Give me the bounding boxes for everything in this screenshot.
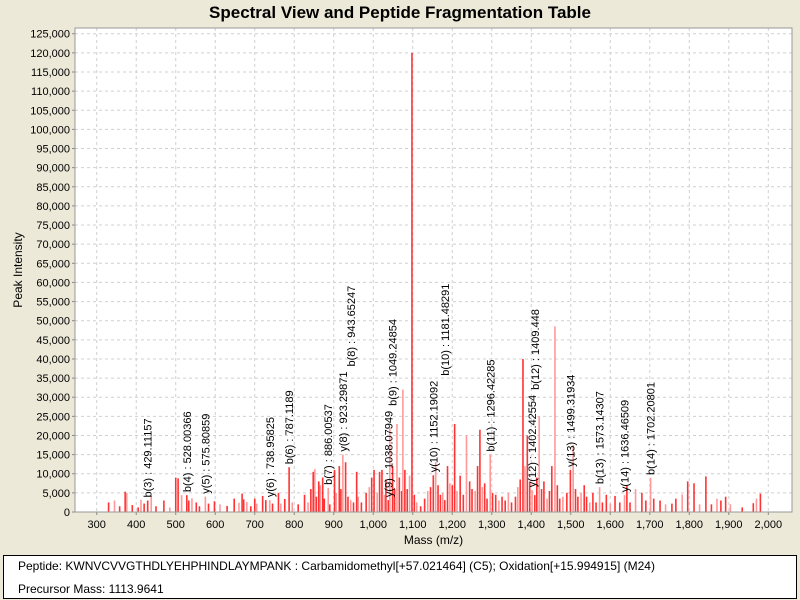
- x-tick-label: 500: [167, 519, 185, 531]
- fragment-annotation: b(3) : 429.11157: [143, 418, 155, 497]
- x-tick-label: 1,500: [557, 519, 585, 531]
- y-axis-label: Peak Intensity: [11, 232, 25, 307]
- fragment-annotation: y(5) : 575.80859: [201, 414, 213, 494]
- y-tick-label: 35,000: [36, 373, 70, 385]
- x-tick-label: 1,300: [478, 519, 506, 531]
- fragment-annotation: b(4) : 528.00366: [182, 411, 194, 492]
- x-tick-label: 1,900: [715, 519, 743, 531]
- y-tick-label: 55,000: [36, 297, 70, 309]
- fragment-annotation: b(11) : 1296.42285: [485, 359, 497, 451]
- spectrum-chart: 0 5,000 10,000 15,000 20,000 25,000 30,000 35,0…: [11, 27, 793, 547]
- y-tick-label: 40,000: [36, 354, 70, 366]
- y-tick-label: 25,000: [36, 411, 70, 423]
- chart-title: Spectral View and Peptide Fragmentation …: [209, 3, 591, 22]
- fragment-annotation: b(7) : 886.00537: [323, 404, 335, 485]
- x-tick-label: 600: [206, 519, 224, 531]
- x-tick-label: 400: [127, 519, 145, 531]
- fragment-annotation: b(12) : 1409.448: [530, 309, 542, 390]
- y-tick-label: 100,000: [30, 124, 70, 136]
- x-tick-label: 1,000: [359, 519, 387, 531]
- x-tick-label: 1,600: [597, 519, 625, 531]
- y-tick-label: 75,000: [36, 220, 70, 232]
- fragment-annotation: y(6) : 738.95825: [265, 417, 277, 497]
- y-tick-label: 45,000: [36, 335, 70, 347]
- x-axis-label: Mass (m/z): [404, 533, 463, 547]
- fragment-annotation: b(6) : 787.1189: [284, 390, 296, 464]
- fragment-annotation: b(10) : 1181.48291: [440, 284, 452, 376]
- fragment-annotation: y(12) : 1402.42554: [527, 395, 539, 487]
- y-tick-label: 85,000: [36, 182, 70, 194]
- y-tick-label: 15,000: [36, 450, 70, 462]
- y-tick-label: 115,000: [31, 67, 70, 79]
- fragment-annotation: b(8) : 943.65247: [346, 286, 358, 367]
- x-tick-label: 300: [88, 519, 106, 531]
- x-tick-label: 1,700: [636, 519, 664, 531]
- y-tick-label: 120,000: [30, 48, 70, 60]
- fragment-annotation: y(9) : 1038.07949: [383, 411, 395, 497]
- fragment-annotation: y(14) : 1636.46509: [620, 400, 632, 492]
- x-tick-label: 1,100: [399, 519, 427, 531]
- y-tick-label: 5,000: [42, 488, 70, 500]
- x-tick-label: 1,200: [438, 519, 466, 531]
- fragment-annotation: b(14) : 1702.20801: [646, 382, 658, 475]
- y-tick-label: 95,000: [36, 144, 70, 156]
- y-tick-label: 125,000: [30, 29, 70, 41]
- y-tick-label: 105,000: [30, 105, 70, 117]
- y-tick-label: 0: [64, 507, 70, 519]
- plot-area: [75, 28, 792, 512]
- fragment-annotation: b(13) : 1573.14307: [595, 391, 607, 484]
- x-tick-label: 700: [246, 519, 264, 531]
- y-tick-label: 60,000: [36, 277, 70, 289]
- y-tick-label: 50,000: [36, 316, 70, 328]
- x-tick-label: 900: [325, 519, 343, 531]
- x-tick-label: 1,800: [676, 519, 704, 531]
- y-tick-label: 70,000: [36, 239, 70, 251]
- peptide-text: Peptide: KWNVCVVGTHDLYEHPHINDLAYMPANK : …: [18, 559, 655, 573]
- y-tick-label: 30,000: [36, 392, 70, 404]
- fragment-annotation: y(8) : 923.29871: [338, 371, 350, 451]
- y-tick-label: 90,000: [36, 163, 70, 175]
- peptide-info-panel: Peptide: KWNVCVVGTHDLYEHPHINDLAYMPANK : …: [3, 555, 797, 599]
- y-tick-label: 65,000: [36, 258, 70, 270]
- x-tick-label: 2,000: [755, 519, 783, 531]
- plot-border: [74, 27, 793, 513]
- x-tick-label: 1,400: [518, 519, 546, 531]
- x-tick-label: 800: [285, 519, 303, 531]
- fragment-annotation: y(10) : 1152.19092: [428, 381, 440, 473]
- fragment-annotation: b(9) : 1049.24854: [388, 319, 400, 406]
- y-tick-label: 110,000: [31, 86, 70, 98]
- fragment-annotation: y(13) : 1499.31934: [566, 375, 578, 467]
- y-tick-label: 20,000: [36, 430, 70, 442]
- y-tick-label: 10,000: [36, 469, 70, 481]
- precursor-mass-text: Precursor Mass: 1113.9641: [18, 582, 164, 596]
- y-tick-label: 80,000: [36, 201, 70, 213]
